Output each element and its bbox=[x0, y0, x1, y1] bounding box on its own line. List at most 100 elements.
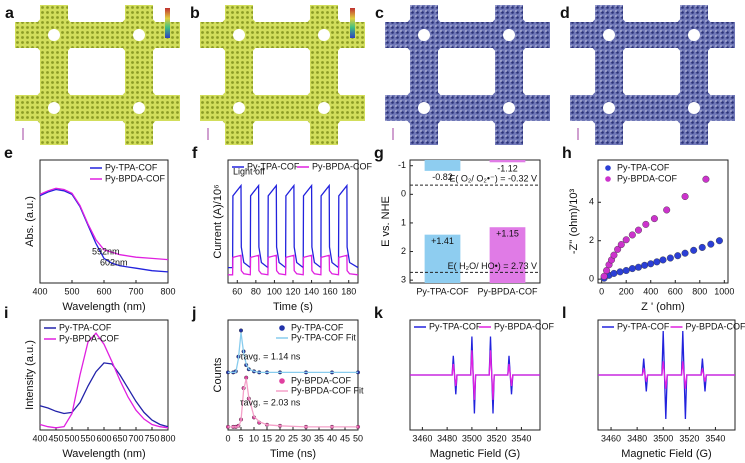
data-point bbox=[616, 268, 624, 276]
panel-label: b bbox=[190, 5, 200, 22]
legend-label: Py-BPDA-COF Fit bbox=[291, 385, 364, 395]
legend-label: Py-BPDA-COF bbox=[291, 375, 352, 385]
x-tick-label: 450 bbox=[48, 433, 63, 443]
x-tick-label: 3460 bbox=[601, 433, 621, 443]
x-tick-label: 30 bbox=[301, 433, 311, 443]
x-tick-label: 5 bbox=[238, 433, 243, 443]
legend-marker bbox=[279, 378, 285, 384]
data-point bbox=[707, 240, 715, 248]
data-point bbox=[628, 231, 636, 239]
data-point bbox=[702, 175, 710, 183]
pore bbox=[688, 29, 700, 41]
y-axis-label: -Z'' (ohm)/10³ bbox=[568, 189, 580, 255]
x-axis-label: Magnetic Field (G) bbox=[430, 448, 520, 460]
x-tick-label: 0 bbox=[599, 286, 604, 296]
data-point bbox=[681, 193, 689, 201]
x-axis-label: Time (s) bbox=[273, 301, 313, 313]
series-line bbox=[228, 332, 358, 374]
data-point bbox=[690, 246, 698, 254]
valence-band bbox=[424, 234, 461, 283]
pore bbox=[418, 102, 430, 114]
data-point bbox=[674, 252, 682, 260]
structure-image bbox=[15, 5, 180, 145]
x-tick-label: 500 bbox=[64, 433, 79, 443]
x-tick-label: 20 bbox=[275, 433, 285, 443]
x-tick-label: 3500 bbox=[653, 433, 673, 443]
y-tick-label: 2 bbox=[401, 246, 406, 256]
x-tick-label: 25 bbox=[288, 433, 298, 443]
series-line bbox=[410, 350, 540, 400]
pore bbox=[133, 102, 145, 114]
panel-label: e bbox=[4, 145, 13, 162]
pore bbox=[233, 102, 245, 114]
x-tick-label: 3540 bbox=[705, 433, 725, 443]
pore bbox=[318, 29, 330, 41]
structure-image bbox=[200, 5, 365, 145]
pore bbox=[603, 29, 615, 41]
data-point bbox=[238, 328, 243, 333]
legend-label: Py-TPA-COF bbox=[105, 162, 158, 172]
data-point bbox=[650, 215, 658, 223]
data-point bbox=[698, 243, 706, 251]
y-axis-label: Current (A)/10⁶ bbox=[212, 184, 224, 258]
panel-label: j bbox=[191, 305, 196, 322]
x-tick-label: Py-BPDA-COF bbox=[477, 286, 538, 296]
series-line bbox=[228, 378, 358, 428]
x-tick-label: 400 bbox=[32, 286, 47, 296]
y-tick-label: 1 bbox=[401, 217, 406, 227]
x-tick-label: 50 bbox=[353, 433, 363, 443]
x-tick-label: 60 bbox=[232, 286, 242, 296]
x-tick-label: 0 bbox=[225, 433, 230, 443]
x-tick-label: 3460 bbox=[412, 433, 432, 443]
reference-label: E( H₂O/ HO•) = 2.73 V bbox=[448, 261, 537, 271]
data-point bbox=[659, 256, 667, 264]
x-tick-label: 15 bbox=[262, 433, 272, 443]
x-tick-label: 10 bbox=[249, 433, 259, 443]
x-tick-label: 400 bbox=[32, 433, 47, 443]
y-axis-label: Abs. (a.u.) bbox=[24, 196, 36, 247]
x-tick-label: 600 bbox=[96, 286, 111, 296]
series-line bbox=[228, 254, 359, 276]
legend-label: Py-TPA-COF bbox=[429, 321, 482, 331]
annotation: 602nm bbox=[100, 257, 128, 267]
y-tick-label: 4 bbox=[589, 197, 594, 207]
legend-label: Py-TPA-COF Fit bbox=[291, 332, 356, 342]
x-tick-label: 800 bbox=[692, 286, 707, 296]
conduction-band bbox=[424, 160, 461, 171]
pore bbox=[48, 102, 60, 114]
annotation: 592nm bbox=[92, 246, 120, 256]
x-axis-label: Z ' (ohm) bbox=[641, 301, 685, 313]
x-tick-label: 550 bbox=[80, 433, 95, 443]
series-line bbox=[39, 362, 169, 428]
x-tick-label: 100 bbox=[267, 286, 282, 296]
x-tick-label: 600 bbox=[96, 433, 111, 443]
panel-label: g bbox=[374, 145, 384, 162]
y-tick-label: -1 bbox=[398, 160, 406, 170]
data-point bbox=[610, 251, 618, 259]
value-label: -1.12 bbox=[497, 164, 518, 174]
x-tick-label: 500 bbox=[64, 286, 79, 296]
valence-band bbox=[489, 227, 526, 283]
x-tick-label: 800 bbox=[160, 286, 175, 296]
x-tick-label: 3480 bbox=[627, 433, 647, 443]
plot-frame bbox=[409, 159, 541, 284]
panel-label: l bbox=[562, 305, 566, 322]
y-axis-label: E vs. NHE bbox=[380, 196, 392, 247]
annotation: Light off bbox=[233, 166, 265, 176]
x-tick-label: 35 bbox=[314, 433, 324, 443]
pore bbox=[48, 29, 60, 41]
y-axis-label: Intensity (a.u.) bbox=[24, 340, 36, 410]
pore bbox=[603, 102, 615, 114]
y-axis-label: Counts bbox=[212, 357, 224, 392]
legend-label: Py-BPDA-COF bbox=[617, 173, 678, 183]
x-tick-label: 180 bbox=[341, 286, 356, 296]
x-axis-label: Wavelength (nm) bbox=[62, 448, 145, 460]
annotation: τavg. = 2.03 ns bbox=[240, 397, 301, 407]
x-tick-label: 3540 bbox=[511, 433, 531, 443]
data-point bbox=[642, 220, 650, 228]
data-point bbox=[634, 226, 642, 234]
data-point bbox=[614, 245, 622, 253]
panel-label: h bbox=[562, 145, 572, 162]
